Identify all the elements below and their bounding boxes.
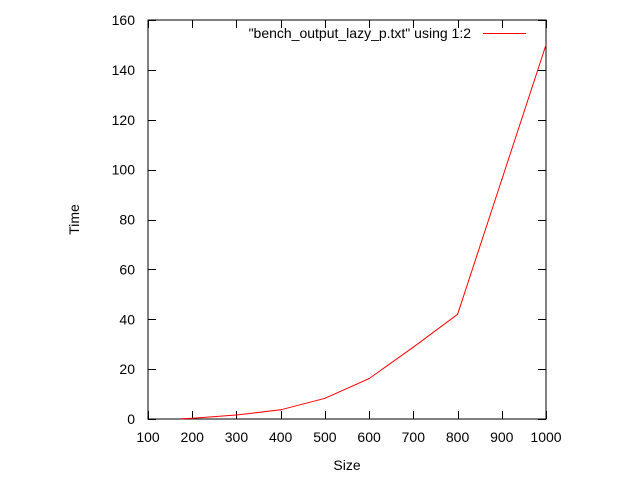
y-tick-label: 0 — [127, 411, 135, 427]
data-point — [235, 414, 238, 416]
legend: "bench_output_lazy_p.txt" using 1:2 — [249, 25, 526, 41]
plot-frame — [147, 19, 547, 420]
data-point — [280, 409, 282, 411]
data-point — [412, 346, 414, 348]
x-tick-label: 200 — [181, 429, 205, 445]
y-axis-ticks: 0 20 40 60 80 100 120 140 160 — [112, 12, 546, 427]
y-tick-label: 60 — [119, 261, 135, 277]
x-tick-label: 300 — [225, 429, 249, 445]
data-point — [545, 44, 547, 46]
y-tick-label: 120 — [112, 112, 136, 128]
y-tick-label: 20 — [119, 361, 135, 377]
y-tick-label: 100 — [112, 162, 136, 178]
y-axis-label: Time — [66, 204, 82, 235]
x-tick-label: 100 — [136, 429, 160, 445]
x-tick-label: 400 — [269, 429, 293, 445]
y-tick-label: 40 — [119, 311, 135, 327]
x-tick-label: 500 — [313, 429, 337, 445]
data-point — [324, 397, 326, 399]
x-tick-label: 1000 — [530, 429, 561, 445]
data-point — [180, 418, 182, 420]
y-tick-label: 140 — [112, 62, 136, 78]
x-axis-label: Size — [333, 457, 360, 473]
y-tick-label: 160 — [112, 12, 136, 28]
x-axis-ticks: 100 200 300 400 500 600 700 800 900 1000 — [136, 20, 562, 445]
y-tick-label: 80 — [119, 212, 135, 228]
legend-label: "bench_output_lazy_p.txt" using 1:2 — [249, 25, 472, 41]
data-point — [191, 417, 193, 419]
x-tick-label: 600 — [357, 429, 381, 445]
data-point — [456, 313, 459, 315]
data-point — [501, 179, 503, 181]
x-tick-label: 700 — [402, 429, 426, 445]
x-tick-label: 900 — [490, 429, 514, 445]
data-point — [368, 378, 370, 380]
series-layer — [180, 44, 547, 420]
plot-border — [147, 19, 547, 420]
x-tick-label: 800 — [446, 429, 470, 445]
series-line — [181, 44, 547, 420]
